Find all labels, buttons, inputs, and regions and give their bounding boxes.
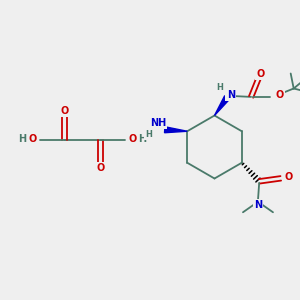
Text: O: O: [60, 106, 69, 116]
Text: NH: NH: [150, 118, 166, 128]
Text: H: H: [145, 130, 152, 139]
Text: O: O: [96, 163, 105, 173]
Polygon shape: [214, 96, 230, 116]
Text: H: H: [18, 134, 27, 145]
Text: O: O: [284, 172, 292, 182]
Text: O: O: [256, 69, 265, 79]
Text: N: N: [226, 90, 235, 100]
Text: N: N: [254, 200, 262, 210]
Text: O: O: [275, 90, 284, 100]
Text: H: H: [138, 134, 147, 145]
Polygon shape: [164, 127, 187, 133]
Text: O: O: [129, 134, 137, 145]
Text: H: H: [216, 82, 223, 91]
Text: O: O: [28, 134, 36, 145]
